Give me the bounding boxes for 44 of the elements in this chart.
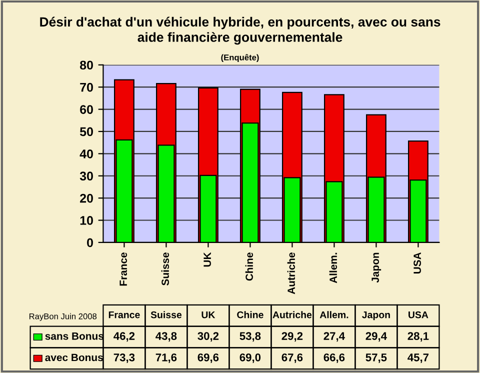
y-tick-label: 10 [80, 216, 93, 225]
y-tick-label: 80 [80, 60, 93, 70]
data-label: 57,5 [366, 354, 387, 363]
chart-subtitle: (Enquête) [221, 54, 259, 62]
data-label: 71,6 [156, 353, 177, 363]
data-label: 67,6 [282, 353, 303, 363]
data-label: 69,0 [240, 353, 261, 363]
category-label: Suisse [150, 311, 182, 318]
chart-title: Désir d'achat d'un véhicule hybride, en pourcents, avec ou sans aide financière gouvernementale [40, 16, 440, 45]
category-label: Allem. [320, 311, 348, 318]
text: RayBon Juin 2008 [29, 313, 97, 321]
x-tick-label: Autriche [287, 252, 295, 294]
data-label: 73,3 [114, 353, 135, 363]
category-label: France [108, 311, 140, 318]
x-tick-label: Suisse [161, 252, 169, 286]
category-label: USA [408, 311, 428, 318]
x-tick-label: Allem. [329, 252, 337, 284]
x-tick-label: Japon [372, 252, 382, 283]
x-tick-label: France [120, 252, 127, 286]
category-label: Japon [362, 311, 390, 320]
data-label: 30,2 [198, 332, 219, 342]
x-tick-label: Chine [245, 252, 253, 281]
data-label: 29,4 [366, 332, 387, 342]
data-label: 43,8 [156, 332, 177, 342]
y-tick-label: 30 [80, 172, 93, 181]
y-tick-label: 0 [87, 238, 93, 248]
y-tick-label: 70 [80, 82, 93, 92]
data-label: 46,2 [114, 332, 135, 342]
y-tick-label: 60 [80, 105, 93, 114]
data-label: 27,4 [324, 332, 345, 342]
y-tick-label: 40 [80, 149, 93, 158]
x-tick-label: UK [204, 252, 211, 267]
data-label: 69,6 [198, 353, 219, 363]
data-label: 45,7 [408, 354, 429, 363]
y-tick-label: 50 [80, 127, 93, 136]
data-label: 66,6 [324, 353, 345, 363]
category-label: UK [202, 311, 216, 318]
category-label: Chine [237, 311, 264, 318]
data-label: 28,1 [408, 332, 429, 342]
x-tick-label: USA [414, 252, 421, 274]
y-tick-label: 20 [80, 194, 93, 203]
data-label: 53,8 [240, 332, 261, 342]
data-label: 29,2 [282, 332, 303, 342]
category-label: Autriche [272, 311, 312, 318]
